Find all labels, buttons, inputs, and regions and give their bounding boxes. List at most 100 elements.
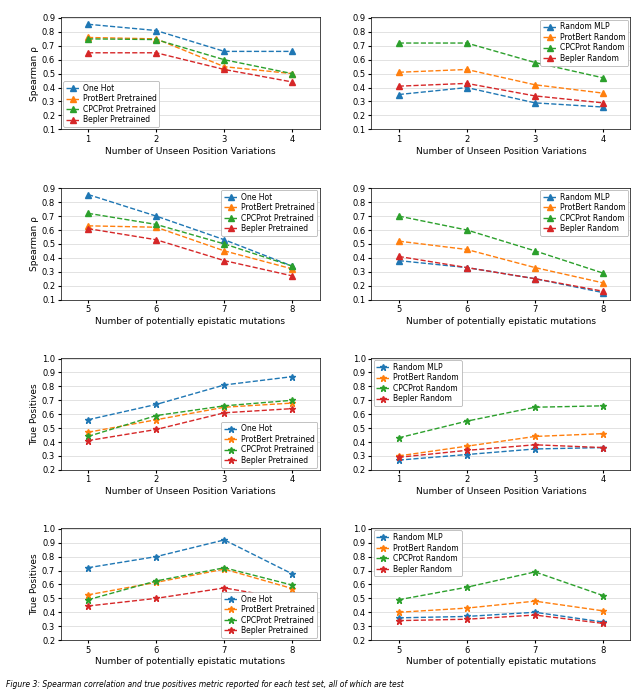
Y-axis label: Spearman ρ: Spearman ρ (30, 216, 39, 271)
Bepler Pretrained (84, 602, 92, 610)
Line: Bepler Pretrained: Bepler Pretrained (84, 585, 296, 610)
Bepler Random (463, 80, 470, 88)
ProtBert Pretrained (84, 221, 92, 230)
Random MLP (395, 91, 403, 99)
Bepler Pretrained (289, 272, 296, 280)
One Hot (84, 416, 92, 424)
Line: ProtBert Random: ProtBert Random (396, 598, 607, 616)
Bepler Random (395, 253, 403, 261)
Line: ProtBert Random: ProtBert Random (396, 66, 606, 96)
Bepler Random (599, 619, 607, 628)
Bepler Random (599, 287, 607, 295)
CPCProt Pretrained (289, 69, 296, 78)
ProtBert Pretrained (84, 591, 92, 599)
Bepler Pretrained (152, 48, 160, 57)
CPCProt Random (395, 596, 403, 604)
Bepler Random (395, 82, 403, 91)
CPCProt Random (599, 73, 607, 82)
Bepler Random (531, 275, 539, 283)
Line: ProtBert Pretrained: ProtBert Pretrained (85, 35, 295, 76)
CPCProt Pretrained (84, 209, 92, 217)
Line: Random MLP: Random MLP (396, 85, 606, 110)
Line: One Hot: One Hot (85, 21, 295, 54)
One Hot (84, 563, 92, 572)
CPCProt Pretrained (84, 596, 92, 604)
CPCProt Random (531, 567, 539, 576)
ProtBert Pretrained (152, 579, 160, 587)
Line: CPCProt Random: CPCProt Random (396, 213, 606, 276)
Random MLP (599, 103, 607, 111)
Line: Random MLP: Random MLP (396, 609, 607, 626)
ProtBert Random (599, 430, 607, 438)
One Hot (289, 262, 296, 271)
Bepler Random (599, 444, 607, 452)
ProtBert Pretrained (289, 399, 296, 407)
Random MLP (395, 456, 403, 464)
One Hot (84, 190, 92, 199)
Legend: One Hot, ProtBert Pretrained, CPCProt Pretrained, Bepler Pretrained: One Hot, ProtBert Pretrained, CPCProt Pr… (221, 592, 317, 638)
Bepler Pretrained (221, 257, 228, 265)
Line: Bepler Random: Bepler Random (396, 254, 606, 294)
Random MLP (531, 99, 539, 107)
Random MLP (531, 275, 539, 283)
ProtBert Pretrained (221, 247, 228, 255)
ProtBert Pretrained (221, 565, 228, 573)
Line: Random MLP: Random MLP (396, 258, 606, 295)
Random MLP (599, 444, 607, 452)
Bepler Pretrained (152, 235, 160, 244)
One Hot (289, 47, 296, 55)
CPCProt Pretrained (84, 35, 92, 43)
One Hot (221, 235, 228, 244)
ProtBert Random (599, 607, 607, 615)
Legend: One Hot, ProtBert Pretrained, CPCProt Pretrained, Bepler Pretrained: One Hot, ProtBert Pretrained, CPCProt Pr… (221, 421, 317, 468)
Bepler Pretrained (221, 409, 228, 417)
Random MLP (599, 618, 607, 626)
CPCProt Random (395, 434, 403, 442)
Bepler Random (463, 446, 470, 455)
Bepler Random (395, 453, 403, 462)
Line: Bepler Random: Bepler Random (396, 441, 607, 461)
ProtBert Pretrained (84, 33, 92, 42)
Random MLP (463, 612, 470, 621)
ProtBert Random (463, 246, 470, 254)
X-axis label: Number of potentially epistatic mutations: Number of potentially epistatic mutation… (406, 657, 596, 666)
One Hot (221, 536, 228, 544)
CPCProt Random (463, 583, 470, 592)
Bepler Random (463, 264, 470, 272)
Bepler Pretrained (221, 65, 228, 73)
Line: One Hot: One Hot (85, 192, 295, 269)
CPCProt Pretrained (152, 220, 160, 228)
CPCProt Pretrained (289, 581, 296, 590)
Bepler Pretrained (289, 596, 296, 604)
Bepler Random (463, 615, 470, 623)
Random MLP (531, 445, 539, 453)
ProtBert Random (463, 442, 470, 450)
Line: ProtBert Pretrained: ProtBert Pretrained (84, 565, 296, 599)
X-axis label: Number of Unseen Position Variations: Number of Unseen Position Variations (415, 487, 586, 496)
One Hot (152, 26, 160, 35)
ProtBert Random (395, 237, 403, 245)
Line: CPCProt Pretrained: CPCProt Pretrained (84, 397, 296, 440)
ProtBert Random (395, 452, 403, 460)
Legend: One Hot, ProtBert Pretrained, CPCProt Pretrained, Bepler Pretrained: One Hot, ProtBert Pretrained, CPCProt Pr… (221, 190, 317, 236)
Bepler Random (395, 617, 403, 625)
ProtBert Pretrained (152, 416, 160, 424)
Line: CPCProt Random: CPCProt Random (396, 568, 607, 603)
ProtBert Random (599, 279, 607, 287)
Random MLP (463, 84, 470, 92)
One Hot (84, 20, 92, 28)
Legend: One Hot, ProtBert Pretrained, CPCProt Pretrained, Bepler Pretrained: One Hot, ProtBert Pretrained, CPCProt Pr… (63, 81, 159, 127)
Y-axis label: True Positives: True Positives (30, 383, 39, 445)
CPCProt Random (599, 401, 607, 410)
ProtBert Pretrained (221, 403, 228, 411)
CPCProt Pretrained (221, 55, 228, 64)
CPCProt Pretrained (84, 432, 92, 441)
Legend: Random MLP, ProtBert Random, CPCProt Random, Bepler Random: Random MLP, ProtBert Random, CPCProt Ran… (540, 190, 628, 236)
ProtBert Pretrained (289, 265, 296, 273)
One Hot (289, 570, 296, 578)
Bepler Pretrained (84, 48, 92, 57)
ProtBert Random (531, 264, 539, 272)
Bepler Pretrained (221, 584, 228, 592)
Line: CPCProt Random: CPCProt Random (396, 40, 606, 80)
Random MLP (463, 450, 470, 459)
